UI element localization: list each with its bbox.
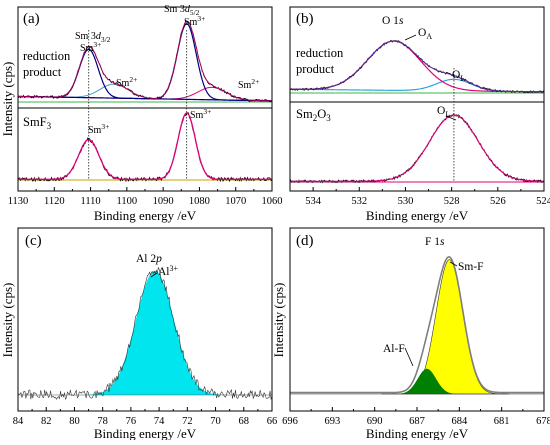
- fit-envelope-top: [18, 20, 272, 102]
- panel-a-sm3d52-label: Sm 3d5/2: [164, 4, 200, 17]
- raw-envelope: [290, 256, 544, 394]
- raw-spectrum: [18, 266, 272, 401]
- panel-a-sm2-label-2: Sm2+: [238, 77, 259, 91]
- panel-d-smf-label: Sm-F: [458, 261, 484, 273]
- panel-d-ylabel: Intensity (cps): [271, 283, 286, 358]
- panel-a-sm3d32-label: Sm 3d3/2: [75, 31, 111, 44]
- x-tick-label: 684: [451, 416, 468, 427]
- panel-c-ylabel: Intensity (cps): [0, 283, 15, 358]
- panel-a-sm2-label-1: Sm2+: [116, 75, 137, 89]
- x-tick-label: 68: [239, 416, 250, 427]
- x-tick-label: 693: [324, 416, 340, 427]
- panel-b-oa-label: OA: [418, 27, 432, 41]
- sm3-component-3d52: [18, 23, 272, 102]
- panel-d-f1s-title: F 1s: [425, 236, 445, 248]
- x-tick-label: 70: [210, 416, 221, 427]
- panel-b-label: (b): [296, 11, 314, 27]
- x-tick-label: 80: [69, 416, 80, 427]
- x-tick-label: 1120: [44, 196, 65, 207]
- smf-peak-area: [381, 259, 510, 395]
- panel-b-xlabel: Binding energy /eV: [366, 208, 469, 223]
- x-tick-label: 678: [536, 416, 550, 427]
- x-tick-label: 1080: [189, 196, 210, 207]
- fit-envelope-top: [290, 40, 544, 93]
- panel-a-sm3-label-3: Sm3+: [88, 122, 109, 136]
- x-tick-label: 82: [41, 416, 52, 427]
- panel-a-sm3-label-1: Sm3+: [80, 40, 101, 54]
- panel-d-xlabel: Binding energy /eV: [366, 426, 469, 440]
- panel-b-ticks: 534 532 530 528 526 524: [305, 187, 550, 207]
- panel-d-alf-label: Al-F: [383, 343, 405, 355]
- panel-a: 1130 1120 1110 1100 1090 1080 1070 1060 (a) Bin…: [0, 4, 283, 223]
- panel-a-label: (a): [23, 11, 40, 27]
- raw-spectrum-smf3: [18, 112, 272, 183]
- panel-a-plot: [18, 19, 272, 183]
- panel-d-alf-arrow: [404, 347, 414, 367]
- fit-envelope-sm2o3: [290, 114, 544, 182]
- panel-a-sm3-label-4: Sm3+: [190, 107, 211, 121]
- x-tick-label: 526: [490, 196, 506, 207]
- panel-b-ol-arrow: [445, 115, 457, 121]
- panel-c: 84 82 80 78 76 74 72 70 68 66 (c) Binding energy …: [0, 227, 278, 441]
- panel-b-ol-label-top: OL: [452, 69, 465, 83]
- x-tick-label: 532: [351, 196, 367, 207]
- panel-d: 696 693 690 687 684 681 678 (d) Binding energy…: [271, 227, 550, 441]
- panel-a-sample-smf3: SmF3: [23, 115, 52, 131]
- panel-a-sm3-label-2: Sm3+: [184, 14, 205, 28]
- panel-c-al3-arrow: [150, 272, 158, 278]
- panel-b-sample-sm2o3: Sm2O3: [296, 107, 331, 123]
- x-tick-label: 534: [305, 196, 322, 207]
- panel-c-al3-label: Al3+: [158, 264, 179, 278]
- al3-peak-area: [74, 270, 237, 395]
- alf-peak-area: [388, 368, 467, 394]
- panel-c-ticks: 84 82 80 78 76 74 72 70 68 66: [13, 407, 278, 427]
- x-tick-label: 1100: [117, 196, 138, 207]
- panel-d-smf-arrow: [449, 261, 458, 267]
- x-tick-label: 72: [182, 416, 193, 427]
- x-tick-label: 696: [282, 416, 298, 427]
- x-tick-label: 76: [126, 416, 137, 427]
- panel-a-sample-reduction-1: reduction: [23, 49, 71, 63]
- panel-c-plot: [18, 266, 272, 401]
- x-tick-label: 530: [398, 196, 414, 207]
- panel-c-al2p-title: Al 2p: [136, 253, 162, 265]
- x-tick-label: 1130: [8, 196, 29, 207]
- panel-d-label: (d): [296, 233, 314, 249]
- x-tick-label: 1060: [262, 196, 283, 207]
- panel-b-sample-reduction-2: product: [296, 62, 335, 76]
- panel-b-frame: [289, 6, 545, 192]
- panel-d-plot: [290, 256, 544, 395]
- x-tick-label: 74: [154, 416, 165, 427]
- panel-b-sample-reduction-1: reduction: [296, 46, 344, 60]
- fit-envelope-smf3: [18, 112, 272, 180]
- raw-spectrum-sm2o3: [290, 113, 544, 184]
- x-tick-label: 1110: [80, 196, 100, 207]
- panel-a-xlabel: Binding energy /eV: [94, 208, 197, 223]
- x-tick-label: 690: [367, 416, 383, 427]
- x-tick-label: 78: [97, 416, 108, 427]
- panel-a-ticks: 1130 1120 1110 1100 1090 1080 1070 1060: [8, 187, 283, 207]
- ol-component: [290, 78, 544, 93]
- x-tick-label: 1070: [225, 196, 246, 207]
- panel-b-plot: [290, 39, 544, 184]
- x-tick-label: 84: [13, 416, 24, 427]
- panel-d-ticks: 696 693 690 687 684 681 678: [282, 407, 550, 427]
- x-tick-label: 528: [444, 196, 460, 207]
- panel-b-o1s-title: O 1s: [382, 15, 404, 27]
- panel-c-xlabel: Binding energy /eV: [94, 426, 197, 440]
- panel-a-ylabel: Intensity (cps): [0, 62, 15, 137]
- panel-c-label: (c): [25, 233, 42, 249]
- x-tick-label: 1090: [153, 196, 174, 207]
- panel-a-sample-reduction-2: product: [23, 65, 62, 79]
- x-tick-label: 524: [536, 196, 550, 207]
- x-tick-label: 681: [494, 416, 510, 427]
- x-tick-label: 687: [409, 416, 425, 427]
- panel-b-oa-arrow: [404, 34, 417, 41]
- panel-b: 534 532 530 528 526 524 (b) Binding energy /e…: [289, 6, 550, 223]
- x-tick-label: 66: [267, 416, 278, 427]
